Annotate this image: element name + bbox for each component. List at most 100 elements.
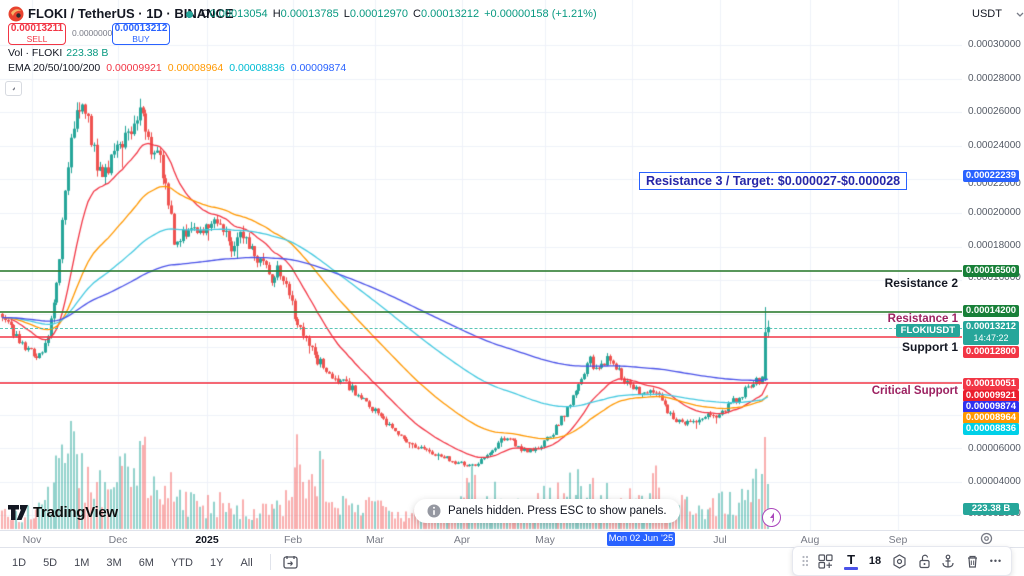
- time-label: Feb: [283, 534, 303, 546]
- time-label: Aug: [800, 534, 820, 546]
- price-tick: 0.00006000: [968, 443, 1021, 454]
- layout-add-button[interactable]: [816, 553, 835, 569]
- more-button[interactable]: •••: [989, 556, 1003, 566]
- resistance-1-label[interactable]: Resistance 1: [887, 313, 958, 325]
- buy-price: 0.00013212: [114, 23, 168, 35]
- time-label: Mar: [365, 534, 385, 546]
- range-button-ytd[interactable]: YTD: [170, 557, 193, 569]
- price-badge: 0.00012800: [963, 346, 1019, 358]
- symbol-logo-icon: [8, 6, 24, 22]
- goto-date-button[interactable]: [281, 555, 300, 569]
- panels-hidden-toast: Panels hidden. Press ESC to show panels.: [414, 499, 680, 523]
- range-button-1y[interactable]: 1Y: [209, 557, 224, 569]
- time-label: Nov: [22, 534, 42, 546]
- time-label: Dec: [108, 534, 128, 546]
- price-badge: 0.00009874: [963, 401, 1019, 413]
- price-tick: 0.00026000: [968, 106, 1021, 117]
- price-badge: 0.00010051: [963, 378, 1019, 390]
- calendar-goto-icon: [283, 556, 298, 569]
- support-1-label[interactable]: Support 1: [902, 340, 958, 354]
- currency-selector[interactable]: USDT: [972, 8, 1024, 20]
- toolbar-divider: [269, 554, 271, 570]
- range-button-1m[interactable]: 1M: [74, 557, 90, 569]
- price-axis[interactable]: 0.00013212 14:47:22 0.00030000 0.00028000…: [962, 0, 1024, 530]
- time-label: Jul: [713, 534, 727, 546]
- font-size-button[interactable]: 18: [868, 555, 882, 567]
- text-tool-button[interactable]: T: [842, 553, 860, 570]
- resistance-2-line[interactable]: [0, 270, 962, 272]
- lock-open-icon: [918, 554, 930, 568]
- bar-countdown: 14:47:22: [973, 333, 1009, 343]
- range-buttons: 1D 5D 1M 3M 6M YTD 1Y All: [10, 553, 268, 571]
- drag-handle[interactable]: [800, 555, 810, 567]
- critical-support-label[interactable]: Critical Support: [871, 385, 958, 397]
- price-chart-canvas[interactable]: [0, 0, 962, 530]
- price-tick: 0.00024000: [968, 140, 1021, 151]
- resistance-2-label[interactable]: Resistance 2: [884, 276, 958, 290]
- settings-hex-icon: [893, 553, 906, 569]
- buy-button[interactable]: 0.00013212 BUY: [112, 23, 170, 45]
- price-tick: 0.00030000: [968, 39, 1021, 50]
- collapse-legend-button[interactable]: [5, 81, 22, 96]
- settings-button[interactable]: [890, 553, 909, 569]
- time-label: Sep: [888, 534, 908, 546]
- gear-icon[interactable]: [980, 532, 993, 550]
- text-tool-active-underline: [844, 566, 859, 570]
- time-label: 2025: [195, 534, 219, 546]
- tradingview-logo-icon: [8, 505, 28, 520]
- layout-add-icon: [818, 553, 834, 569]
- critical-support-line[interactable]: [0, 382, 962, 384]
- price-tick: 0.00004000: [968, 476, 1021, 487]
- price-tick: 0.00022000: [968, 178, 1021, 189]
- anchor-button[interactable]: [939, 554, 957, 569]
- range-button-all[interactable]: All: [240, 557, 253, 569]
- range-button-6m[interactable]: 6M: [138, 557, 154, 569]
- market-status-dot: [186, 11, 193, 18]
- drag-handle-icon: [802, 555, 808, 567]
- price-tick: 0.00020000: [968, 207, 1021, 218]
- time-label: May: [535, 534, 555, 546]
- lightning-icon: [770, 512, 774, 523]
- tradingview-wordmark: TradingView: [33, 504, 118, 521]
- collapse-icon: [12, 87, 15, 91]
- sell-button[interactable]: 0.00013211 SELL: [8, 23, 66, 45]
- sell-label: SELL: [26, 33, 48, 44]
- chevron-down-icon: [1016, 12, 1024, 17]
- resistance-1-line[interactable]: [0, 311, 962, 313]
- drawing-toolbar: T 18 •••: [792, 546, 1012, 576]
- anchor-icon: [942, 554, 954, 568]
- range-button-1d[interactable]: 1D: [12, 557, 27, 569]
- range-button-3m[interactable]: 3M: [106, 557, 122, 569]
- quick-trade-button[interactable]: [762, 508, 781, 527]
- resistance-3-annotation[interactable]: Resistance 3 / Target: $0.000027-$0.0000…: [639, 172, 908, 190]
- price-tick: 0.00028000: [968, 73, 1021, 84]
- price-badge: 0.00009921: [963, 390, 1019, 402]
- delete-button[interactable]: [964, 554, 981, 569]
- time-axis[interactable]: Mon 02 Jun '25 Nov Dec 2025 Feb Mar Apr May Jul…: [0, 530, 1024, 548]
- price-tick: 0.00018000: [968, 240, 1021, 251]
- text-tool-icon: T: [847, 551, 856, 567]
- toast-text: Panels hidden. Press ESC to show panels.: [448, 505, 667, 517]
- range-button-5d[interactable]: 5D: [43, 557, 58, 569]
- volume-badge: 223.38 B: [963, 503, 1019, 515]
- crosshair-date-badge: Mon 02 Jun '25: [607, 532, 675, 546]
- trash-icon: [968, 555, 977, 568]
- price-badge: 0.00016500: [963, 265, 1019, 277]
- current-price-value: 0.00013212: [965, 321, 1017, 332]
- lock-button[interactable]: [916, 554, 933, 569]
- price-badge: 0.00022239: [963, 170, 1019, 182]
- buy-label: BUY: [132, 33, 150, 44]
- sell-price: 0.00013211: [10, 23, 64, 35]
- price-badge: 0.00008964: [963, 412, 1019, 424]
- currency-label: USDT: [972, 8, 1002, 20]
- support-1-line[interactable]: [0, 336, 962, 338]
- price-badge: 0.00008836: [963, 423, 1019, 435]
- tradingview-logo[interactable]: TradingView: [8, 504, 118, 521]
- info-icon: [427, 504, 441, 518]
- price-tick: 0.00016000: [968, 272, 1021, 283]
- price-badge: 0.00014200: [963, 305, 1019, 317]
- symbol-title[interactable]: FLOKI / TetherUS · 1D · BINANCE: [28, 6, 234, 21]
- current-price-line: [0, 328, 962, 329]
- current-price-badge: 0.00013212 14:47:22: [963, 321, 1019, 345]
